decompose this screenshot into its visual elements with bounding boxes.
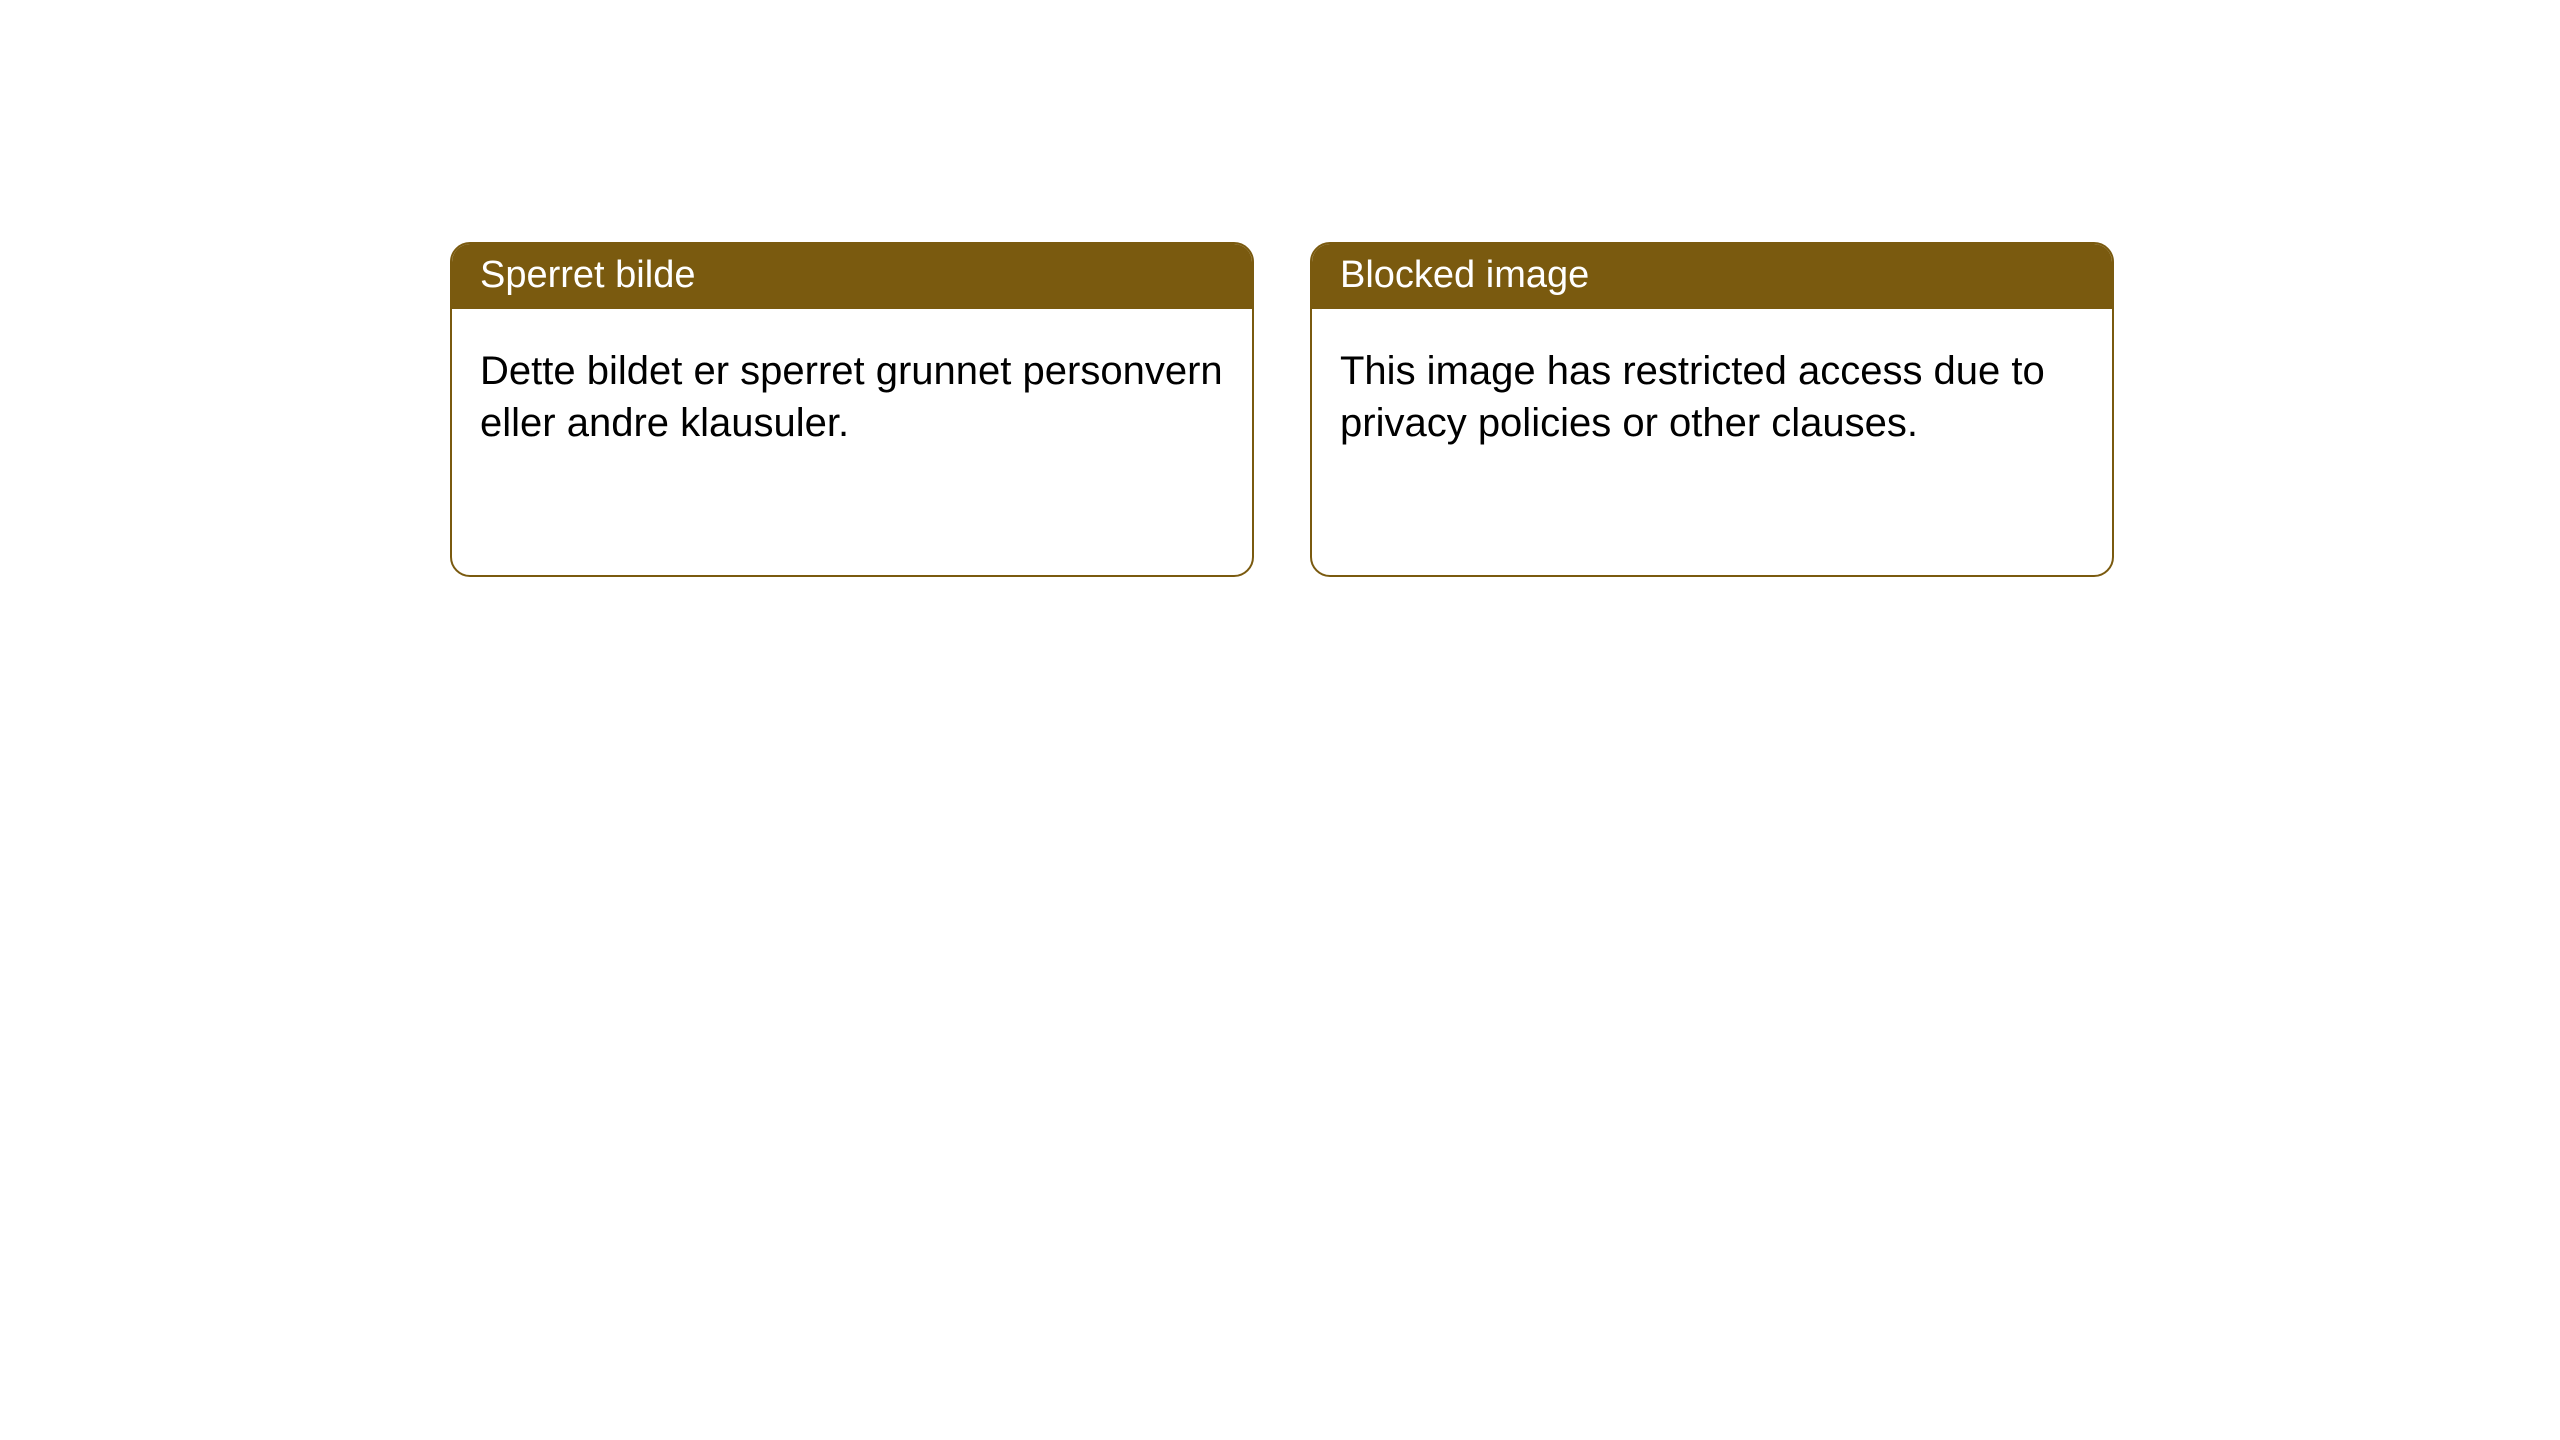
- card-message: Dette bildet er sperret grunnet personve…: [480, 349, 1223, 445]
- card-title: Blocked image: [1340, 254, 1589, 296]
- card-message: This image has restricted access due to …: [1340, 349, 2045, 445]
- blocked-image-card-en: Blocked image This image has restricted …: [1310, 242, 2114, 577]
- card-header: Blocked image: [1312, 244, 2112, 309]
- cards-container: Sperret bilde Dette bildet er sperret gr…: [0, 0, 2560, 577]
- card-body: This image has restricted access due to …: [1312, 309, 2112, 477]
- card-title: Sperret bilde: [480, 254, 695, 296]
- blocked-image-card-no: Sperret bilde Dette bildet er sperret gr…: [450, 242, 1254, 577]
- card-body: Dette bildet er sperret grunnet personve…: [452, 309, 1252, 477]
- card-header: Sperret bilde: [452, 244, 1252, 309]
